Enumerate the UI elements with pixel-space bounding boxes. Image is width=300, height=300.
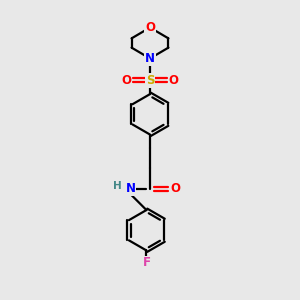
Text: N: N — [125, 182, 135, 195]
Text: F: F — [142, 256, 150, 269]
Text: S: S — [146, 74, 154, 87]
Text: H: H — [113, 181, 122, 191]
Text: O: O — [145, 21, 155, 34]
Text: O: O — [169, 74, 179, 87]
Text: N: N — [145, 52, 155, 65]
Text: O: O — [121, 74, 131, 87]
Text: O: O — [170, 182, 180, 195]
